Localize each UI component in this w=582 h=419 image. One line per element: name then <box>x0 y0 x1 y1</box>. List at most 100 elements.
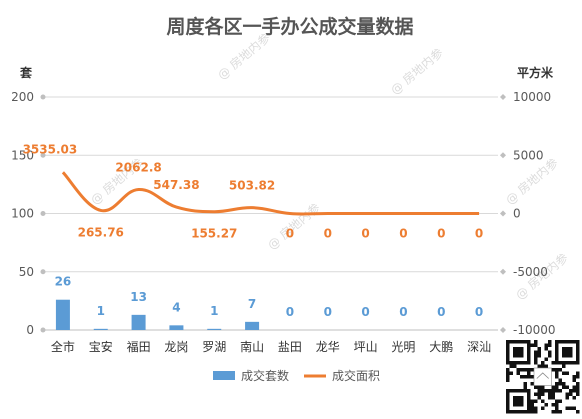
qr-module <box>555 382 559 386</box>
bar-data-label: 13 <box>130 290 147 304</box>
bar-data-label: 0 <box>437 305 445 319</box>
bar-data-label: 1 <box>97 304 105 318</box>
qr-module <box>555 375 559 379</box>
qr-module <box>576 382 580 386</box>
qr-code-image <box>506 340 580 414</box>
bar <box>93 328 108 330</box>
chart-title: 周度各区一手办公成交量数据 <box>166 15 413 38</box>
qr-module <box>548 340 552 344</box>
left-axis-tick: 150 <box>11 148 34 162</box>
qr-module <box>569 389 573 393</box>
qr-module <box>544 364 548 368</box>
qr-module <box>551 361 555 365</box>
qr-module <box>555 399 559 403</box>
bar-data-label: 0 <box>361 305 369 319</box>
qr-module <box>530 382 534 386</box>
qr-module <box>534 385 538 389</box>
right-axis-tick: 5000 <box>513 148 544 162</box>
qr-module <box>572 406 576 410</box>
left-axis-tick: 50 <box>19 265 34 279</box>
right-axis-tick: -10000 <box>513 323 556 337</box>
left-axis-tick: 200 <box>11 90 34 104</box>
qr-module <box>530 375 534 379</box>
qr-module <box>530 410 534 414</box>
left-axis-marker <box>40 211 46 216</box>
qr-module <box>555 406 559 410</box>
qr-module <box>555 389 559 393</box>
qr-module <box>534 357 538 361</box>
qr-module <box>576 385 580 389</box>
qr-module <box>534 340 538 344</box>
bar <box>245 321 260 330</box>
category-label: 罗湖 <box>202 339 226 354</box>
line-series: 3535.03 265.76 2062.8 547.38 155.27 503.82 0 0 0… <box>23 142 484 240</box>
left-axis-marker <box>40 152 46 158</box>
category-label: 宝安 <box>89 339 113 354</box>
qr-module <box>541 399 545 403</box>
qr-module <box>523 385 527 389</box>
line-data-label: 0 <box>399 227 407 241</box>
qr-module <box>509 364 513 368</box>
line-data-label: 2062.8 <box>115 160 161 174</box>
qr-module <box>534 410 538 414</box>
category-label: 龙华 <box>316 340 340 354</box>
qr-module <box>541 385 545 389</box>
qr-module <box>576 392 580 396</box>
line-data-label: 503.82 <box>229 179 275 193</box>
category-label: 深汕 <box>467 340 491 354</box>
qr-module <box>569 392 573 396</box>
qr-module <box>534 361 538 365</box>
category-label: 大鹏 <box>429 340 453 354</box>
qr-module <box>572 396 576 400</box>
qr-module <box>520 375 524 379</box>
category-axis: 全市 宝安 福田 龙岗 罗湖 南山 盐田 龙华 坪山 光明 大鹏 深汕 <box>51 339 491 354</box>
legend-bar-swatch <box>213 371 235 380</box>
right-axis-ticks: -10000 -5000 0 5000 10000 <box>513 90 556 337</box>
qr-module <box>544 347 548 351</box>
qr-module <box>537 396 541 400</box>
right-axis-tick: 10000 <box>513 90 551 104</box>
qr-finder <box>513 347 524 358</box>
right-axis-unit: 平方米 <box>517 65 554 80</box>
legend-bar-label: 成交套数 <box>241 368 289 383</box>
qr-module <box>516 368 520 372</box>
qr-module <box>551 389 555 393</box>
left-axis-ticks: 0 50 100 150 200 <box>11 90 34 337</box>
qr-module <box>530 399 534 403</box>
qr-module <box>527 371 531 375</box>
qr-module <box>551 392 555 396</box>
qr-module <box>555 371 559 375</box>
qr-module <box>562 385 566 389</box>
right-axis-marker <box>500 210 506 217</box>
qr-module <box>520 368 524 372</box>
qr-module <box>551 403 555 407</box>
right-axis-tick: 0 <box>513 207 521 221</box>
qr-module <box>558 410 562 414</box>
grid-lines <box>40 94 506 333</box>
qr-module <box>572 385 576 389</box>
line-path <box>61 171 480 216</box>
qr-module <box>527 368 531 372</box>
qr-module <box>530 368 534 372</box>
qr-module <box>551 385 555 389</box>
qr-module <box>569 406 573 410</box>
left-axis-tick: 100 <box>11 207 34 221</box>
qr-module <box>544 389 548 393</box>
qr-module <box>551 410 555 414</box>
qr-module <box>555 403 559 407</box>
line-data-label: 265.76 <box>78 225 124 239</box>
qr-module <box>551 396 555 400</box>
qr-module <box>506 378 510 382</box>
qr-module <box>506 368 510 372</box>
bar-data-label: 1 <box>210 304 218 318</box>
bar <box>169 325 184 330</box>
category-label: 坪山 <box>354 340 378 354</box>
category-label: 龙岗 <box>164 340 188 354</box>
qr-finder <box>513 396 524 407</box>
qr-module <box>544 403 548 407</box>
qr-module <box>506 371 510 375</box>
qr-module <box>548 343 552 347</box>
category-label: 光明 <box>391 340 415 354</box>
qr-module <box>572 378 576 382</box>
